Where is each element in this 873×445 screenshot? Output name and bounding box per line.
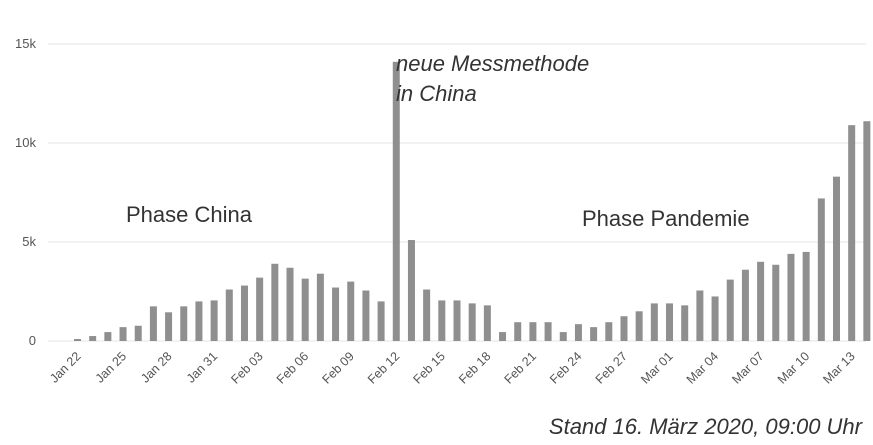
bar-feb-12 — [392, 61, 400, 341]
x-tick-label: Jan 28 — [138, 349, 174, 385]
x-tick-label: Mar 04 — [684, 349, 721, 386]
bar-feb-08 — [332, 287, 340, 341]
y-tick-label: 0 — [29, 333, 36, 348]
bar-feb-02 — [240, 285, 248, 341]
x-tick-label: Feb 21 — [502, 349, 539, 386]
bar-feb-28 — [635, 311, 643, 341]
bar-feb-20 — [514, 322, 522, 341]
bar-feb-07 — [316, 273, 324, 341]
bar-feb-29 — [650, 303, 658, 341]
x-tick-label: Feb 27 — [593, 349, 630, 386]
y-tick-label: 15k — [15, 36, 36, 51]
bar-feb-25 — [590, 327, 598, 341]
bar-mar-06 — [741, 269, 749, 341]
y-tick-label: 5k — [22, 234, 36, 249]
bar-jan-24 — [104, 332, 112, 341]
bar-feb-01 — [225, 289, 233, 341]
x-tick-label: Jan 31 — [184, 349, 220, 385]
bar-feb-23 — [559, 332, 567, 341]
bar-feb-15 — [438, 300, 446, 341]
bar-mar-10 — [802, 251, 810, 341]
x-tick-label: Mar 13 — [820, 349, 857, 386]
bar-jan-30 — [195, 301, 203, 341]
bar-feb-10 — [362, 290, 370, 341]
x-tick-label: Feb 18 — [456, 349, 493, 386]
x-tick-label: Feb 03 — [228, 349, 265, 386]
bar-jan-28 — [165, 312, 173, 341]
bar-jan-31 — [210, 300, 218, 341]
x-tick-label: Feb 12 — [365, 349, 402, 386]
bar-feb-13 — [407, 240, 415, 341]
bar-mar-02 — [681, 305, 689, 341]
bar-mar-04 — [711, 296, 719, 341]
bar-feb-26 — [605, 322, 613, 341]
annotation-new-method-line1: neue Messmethode — [396, 51, 589, 76]
bar-feb-04 — [271, 263, 279, 341]
bar-feb-19 — [499, 332, 507, 341]
bar-feb-14 — [423, 289, 431, 341]
bar-mar-14 — [863, 121, 871, 341]
bar-feb-27 — [620, 316, 628, 341]
x-axis-ticks: Jan 22 Jan 25 Jan 28 Jan 31 Feb 03 Feb 06 Feb … — [47, 349, 858, 386]
x-tick-label: Feb 06 — [274, 349, 311, 386]
bar-jan-22 — [74, 339, 81, 341]
x-tick-label: Mar 10 — [775, 349, 812, 386]
bar-mar-03 — [696, 290, 704, 341]
y-axis-ticks: 0 5k 10k 15k — [15, 36, 36, 348]
x-tick-label: Mar 07 — [729, 349, 766, 386]
bar-feb-22 — [544, 322, 552, 341]
bar-feb-05 — [286, 267, 294, 341]
bar-jan-23 — [89, 336, 97, 341]
bar-feb-21 — [529, 322, 537, 341]
x-tick-label: Feb 15 — [411, 349, 448, 386]
footer-timestamp: Stand 16. März 2020, 09:00 Uhr — [549, 414, 864, 439]
bar-feb-18 — [483, 305, 491, 341]
bar-jan-25 — [119, 327, 127, 341]
annotation-phase-china: Phase China — [126, 202, 253, 227]
bar-feb-09 — [347, 281, 355, 341]
x-tick-label: Jan 22 — [47, 349, 83, 385]
bar-mar-09 — [787, 253, 795, 341]
x-tick-label: Feb 09 — [319, 349, 356, 386]
bar-mar-07 — [757, 261, 765, 341]
bar-mar-13 — [848, 125, 856, 342]
bar-jan-29 — [180, 306, 188, 341]
bar-mar-01 — [666, 303, 674, 341]
x-tick-label: Jan 25 — [93, 349, 129, 385]
annotation-new-method-line2: in China — [396, 81, 477, 106]
x-tick-label: Mar 01 — [638, 349, 675, 386]
bar-mar-08 — [772, 264, 780, 341]
bar-mar-05 — [726, 279, 734, 341]
annotation-phase-pandemic: Phase Pandemie — [582, 206, 750, 231]
x-tick-label: Feb 24 — [547, 349, 584, 386]
bar-jan-26 — [134, 325, 142, 341]
bar-mar-12 — [833, 176, 840, 341]
bar-feb-16 — [453, 300, 461, 341]
bar-feb-11 — [377, 301, 385, 341]
bar-feb-17 — [468, 303, 476, 341]
bars — [74, 61, 871, 342]
y-tick-label: 10k — [15, 135, 36, 150]
bar-feb-24 — [574, 324, 582, 341]
bar-feb-03 — [256, 277, 264, 341]
bar-feb-06 — [301, 278, 309, 341]
bar-jan-27 — [149, 306, 157, 341]
bar-mar-11 — [817, 198, 825, 341]
